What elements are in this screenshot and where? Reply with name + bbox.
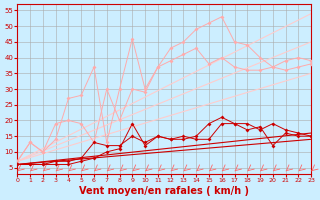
X-axis label: Vent moyen/en rafales ( km/h ): Vent moyen/en rafales ( km/h ) (79, 186, 249, 196)
